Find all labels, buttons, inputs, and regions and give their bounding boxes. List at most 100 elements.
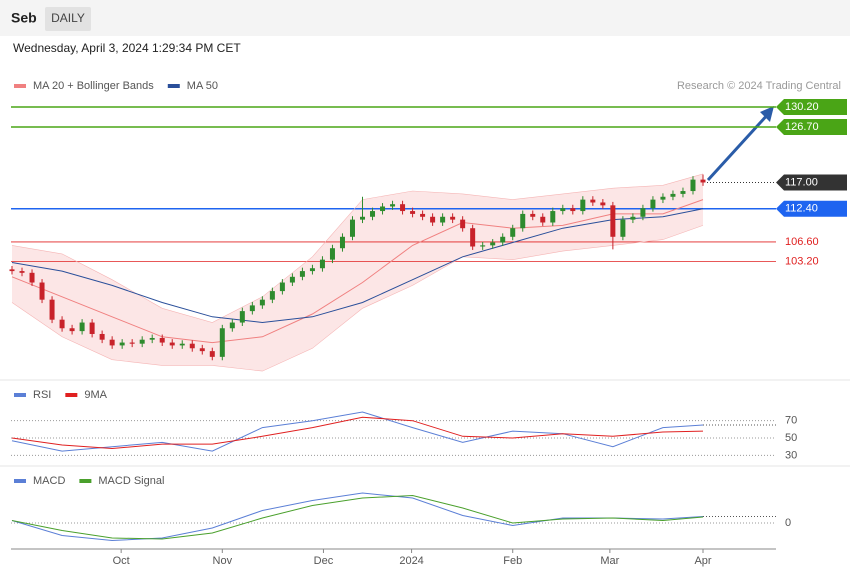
candle-body (289, 276, 295, 283)
candle-body (660, 196, 666, 200)
candle-body (690, 179, 696, 192)
candle-body (159, 337, 165, 343)
candle-body (349, 219, 355, 237)
candle-body (59, 319, 65, 329)
legend-swatch (167, 84, 180, 88)
level-label-box (776, 200, 847, 217)
candle-body (420, 213, 426, 217)
legend-swatch (65, 393, 78, 397)
forecast-arrow-head (760, 106, 774, 122)
candle-body (510, 228, 516, 237)
candle-body (460, 219, 466, 229)
series-line (11, 225, 704, 372)
candle-body (410, 211, 416, 214)
candle-body (49, 299, 55, 320)
candle-body (390, 204, 396, 207)
candle-body (69, 328, 75, 332)
y-tick-label: 0 (785, 517, 791, 529)
timestamp: Wednesday, April 3, 2024 1:29:34 PM CET (13, 41, 241, 55)
candle-body (440, 216, 446, 223)
candle-body (219, 328, 225, 357)
x-tick-label: Dec (314, 555, 334, 567)
candle-body (19, 271, 25, 273)
candle-body (700, 179, 706, 183)
candle-body (560, 208, 566, 212)
legend-swatch (14, 84, 26, 88)
level-label: 126.70 (785, 121, 819, 133)
legend-swatch (79, 479, 92, 483)
candle-body (470, 228, 476, 247)
candle-body (520, 213, 526, 229)
legend-label: MA 50 (187, 80, 218, 92)
candle-body (79, 322, 85, 332)
candle-body (179, 343, 185, 346)
candle-body (89, 322, 95, 334)
candle-body (269, 291, 275, 300)
header-bar (0, 0, 850, 36)
candle-body (580, 199, 586, 212)
candle-body (109, 339, 115, 346)
candle-body (169, 342, 175, 346)
candle-body (29, 272, 35, 283)
candle-body (9, 269, 15, 272)
level-label: 106.60 (785, 236, 819, 248)
candle-body (189, 343, 195, 349)
candle-body (249, 305, 255, 312)
legend-label: MA 20 + Bollinger Bands (33, 80, 154, 92)
candle-body (360, 216, 366, 220)
candle-body (610, 205, 616, 237)
candle-body (329, 248, 335, 260)
candle-body (209, 351, 215, 357)
candle-body (119, 342, 125, 346)
y-tick-label: 50 (785, 432, 797, 444)
candle-body (129, 342, 135, 344)
attribution: Research © 2024 Trading Central (677, 80, 841, 92)
level-label-box (776, 119, 847, 136)
level-label: 103.20 (785, 255, 819, 267)
series-line (11, 494, 704, 540)
candle-body (480, 245, 486, 247)
series-line (11, 492, 704, 542)
candle-body (500, 236, 506, 243)
candle-body (620, 219, 626, 237)
legend-label: 9MA (84, 389, 107, 401)
level-label: 130.20 (785, 101, 819, 113)
level-label: 112.40 (785, 203, 818, 215)
x-tick-label: 2024 (399, 555, 423, 567)
legend-label: MACD Signal (98, 475, 164, 487)
series-line (11, 199, 704, 344)
candle-body (600, 202, 606, 206)
candle-body (370, 211, 376, 217)
interval-button[interactable] (45, 7, 91, 31)
legend-label: MACD (33, 475, 65, 487)
candle-body (430, 216, 436, 223)
candle-body (259, 299, 265, 306)
level-label: 117.00 (785, 176, 818, 188)
legend-label: RSI (33, 389, 51, 401)
x-tick-label: Mar (600, 555, 619, 567)
legend-swatch (14, 479, 26, 483)
series-line (11, 411, 704, 452)
series-line (11, 416, 704, 450)
x-tick-label: Feb (503, 555, 522, 567)
x-tick-label: Apr (694, 555, 711, 567)
candle-body (450, 216, 456, 220)
y-tick-label: 70 (785, 415, 797, 427)
candle-body (229, 322, 235, 329)
candle-body (299, 271, 305, 277)
candle-body (39, 282, 45, 300)
candle-body (380, 206, 386, 212)
level-label-box (776, 99, 847, 116)
candle-body (400, 204, 406, 212)
x-tick-label: Nov (213, 555, 233, 567)
interval[interactable]: DAILY (51, 11, 85, 25)
candle-body (630, 216, 636, 220)
candle-body (199, 348, 205, 352)
candle-body (540, 216, 546, 223)
x-tick-label: Oct (113, 555, 130, 567)
candle-body (570, 208, 576, 212)
candle-body (149, 337, 155, 340)
candle-body (309, 268, 315, 272)
candle-body (650, 199, 656, 209)
